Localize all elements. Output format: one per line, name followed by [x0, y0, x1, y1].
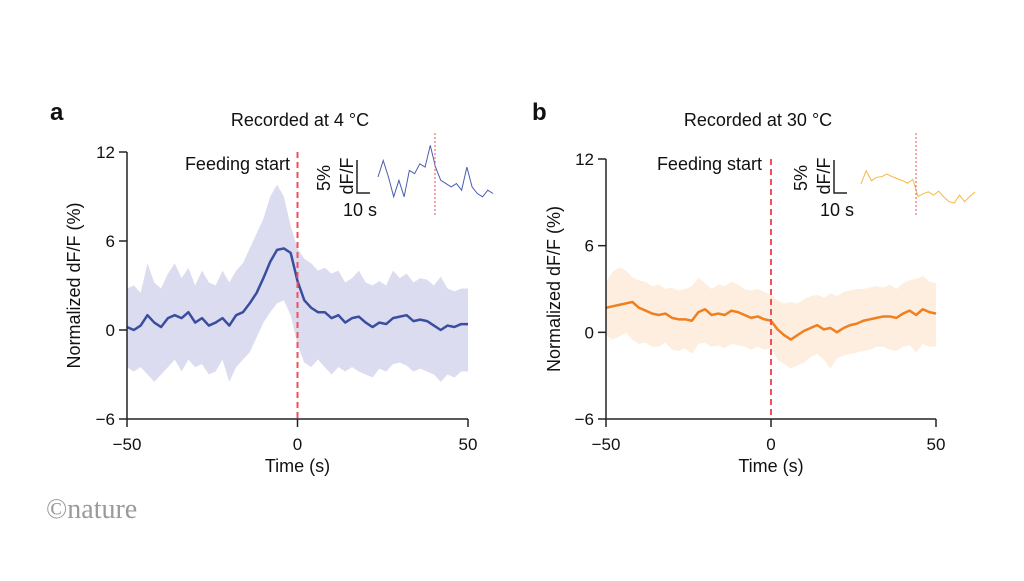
x-tick-label: −50	[592, 435, 621, 454]
inset-scale-y-unit: dF/F	[337, 157, 357, 194]
inset-trace-line	[860, 169, 976, 204]
inset-scale-x-label: 10 s	[343, 200, 377, 220]
feeding-start-label: Feeding start	[185, 154, 290, 174]
inset-scale-bar	[356, 160, 370, 194]
inset-scale-y-label: 5%	[314, 165, 334, 191]
y-tick-label: 6	[585, 237, 594, 256]
nature-logo: ©nature	[46, 494, 137, 525]
y-axis-label: Normalized dF/F (%)	[544, 206, 564, 372]
inset-scale-x-label: 10 s	[820, 200, 854, 220]
y-tick-label: −6	[575, 410, 594, 429]
inset-scale-bar	[833, 160, 847, 194]
y-tick-label: 12	[575, 150, 594, 169]
y-tick-label: −6	[96, 410, 115, 429]
error-band	[606, 267, 936, 369]
chart-title: Recorded at 4 °C	[231, 110, 369, 130]
x-tick-label: 0	[766, 435, 775, 454]
y-tick-label: 0	[106, 321, 115, 340]
inset-trace-line	[377, 145, 494, 199]
panel-letter-a: a	[50, 99, 64, 126]
x-axis-label: Time (s)	[265, 456, 330, 476]
inset-scale-y-label: 5%	[791, 165, 811, 191]
x-tick-label: 0	[293, 435, 302, 454]
chart-title: Recorded at 30 °C	[684, 110, 832, 130]
y-tick-label: 6	[106, 232, 115, 251]
x-tick-label: −50	[113, 435, 142, 454]
panel-b-chart: Recorded at 30 °C Feeding start 12 6 0 −6 −50 0…	[544, 110, 976, 476]
y-axis-label: Normalized dF/F (%)	[64, 202, 84, 368]
x-tick-label: 50	[927, 435, 946, 454]
inset-scale-y-unit: dF/F	[814, 157, 834, 194]
y-tick-label: 0	[585, 323, 594, 342]
x-tick-label: 50	[459, 435, 478, 454]
x-axis-label: Time (s)	[738, 456, 803, 476]
y-tick-label: 12	[96, 143, 115, 162]
mean-trace-line	[126, 247, 468, 332]
feeding-start-label: Feeding start	[657, 154, 762, 174]
panel-letter-b: b	[532, 99, 547, 126]
panel-a-chart: Recorded at 4 °C Feeding start 12 6 0 −6 −50 0 5…	[64, 110, 494, 476]
